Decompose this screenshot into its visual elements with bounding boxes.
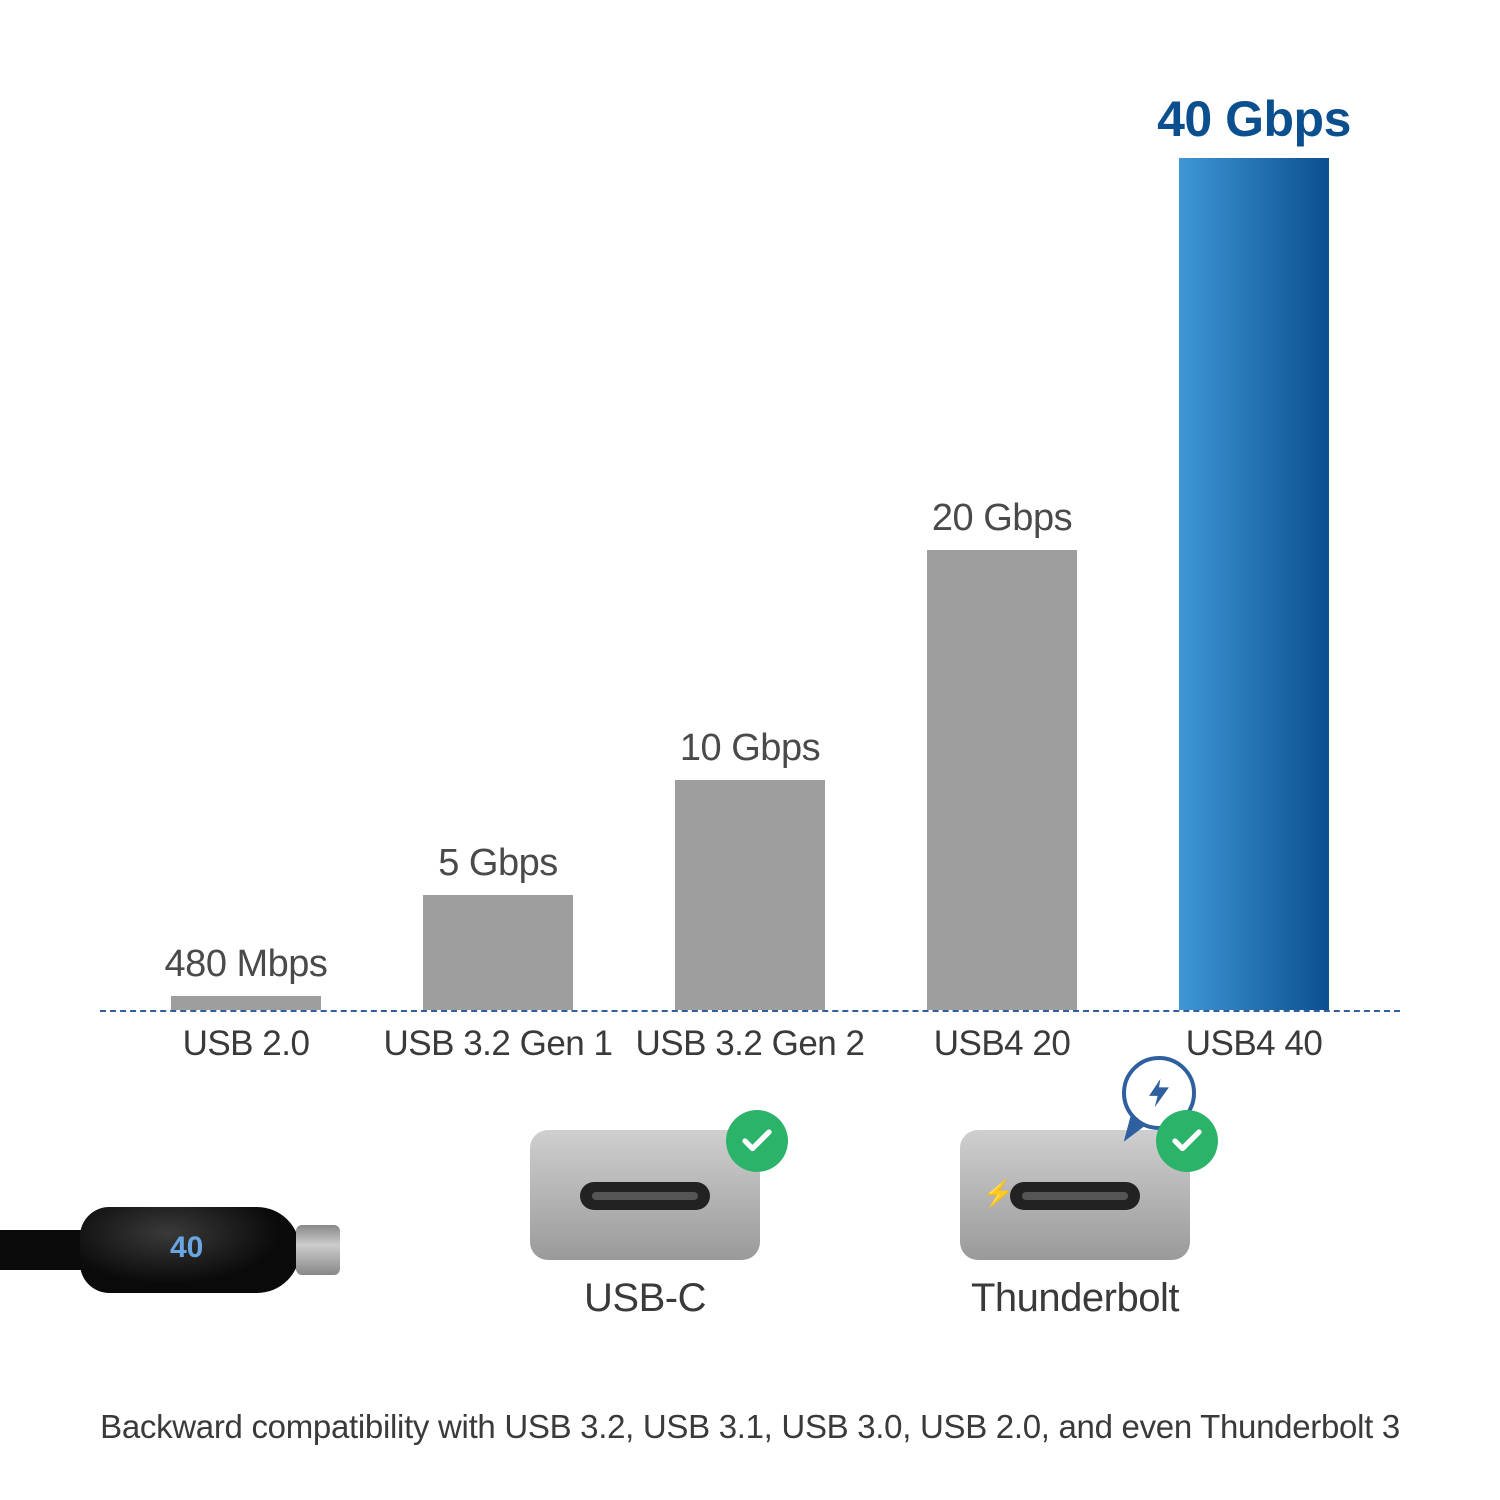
bar-value-label: 480 Mbps [165, 943, 328, 986]
speed-bar-chart: 480 MbpsUSB 2.05 GbpsUSB 3.2 Gen 110 Gbp… [120, 90, 1380, 1010]
infographic-canvas: 480 MbpsUSB 2.05 GbpsUSB 3.2 Gen 110 Gbp… [0, 0, 1500, 1500]
bar-value-label: 40 Gbps [1157, 90, 1351, 148]
usb4-40-badge: 40 [170, 1231, 203, 1265]
thunderbolt-port-slot [1010, 1182, 1140, 1210]
chart-column: 40 GbpsUSB4 40 [1128, 90, 1380, 1010]
icon-row: 40 USB-C ⚡ [0, 1130, 1500, 1360]
thunderbolt-port-icon: ⚡ [960, 1130, 1190, 1260]
usb-cable-icon: 40 [0, 1185, 360, 1315]
chart-column: 5 GbpsUSB 3.2 Gen 1 [372, 90, 624, 1010]
bar-value-label: 20 Gbps [932, 497, 1072, 540]
bar-category-label: USB4 40 [1186, 1024, 1323, 1064]
bar [675, 780, 825, 1010]
footer-text: Backward compatibility with USB 3.2, USB… [0, 1408, 1500, 1446]
bar-category-label: USB 2.0 [183, 1024, 310, 1064]
usb-c-label: USB-C [530, 1276, 760, 1321]
chart-column: 480 MbpsUSB 2.0 [120, 90, 372, 1010]
checkmark-icon [726, 1110, 788, 1172]
chart-column: 10 GbpsUSB 3.2 Gen 2 [624, 90, 876, 1010]
chart-axis-line [100, 1010, 1400, 1012]
thunderbolt-port-block: ⚡ Thunderbolt [960, 1130, 1190, 1321]
bar-category-label: USB4 20 [934, 1024, 1071, 1064]
usb-c-port-block: USB-C [530, 1130, 760, 1321]
usb-cable-tip [296, 1225, 340, 1275]
thunderbolt-label: Thunderbolt [960, 1276, 1190, 1321]
usb-cable-wire [0, 1230, 90, 1270]
chart-column: 20 GbpsUSB4 20 [876, 90, 1128, 1010]
bar [171, 996, 321, 1010]
bar-category-label: USB 3.2 Gen 2 [636, 1024, 865, 1064]
bar-value-label: 10 Gbps [680, 727, 820, 770]
bar-value-label: 5 Gbps [438, 842, 558, 885]
bar [1179, 158, 1329, 1010]
usb-c-port-icon [530, 1130, 760, 1260]
bar [927, 550, 1077, 1010]
thunderbolt-bolt-glyph: ⚡ [982, 1178, 1014, 1209]
bar-category-label: USB 3.2 Gen 1 [384, 1024, 613, 1064]
chart-grid-row: 480 MbpsUSB 2.05 GbpsUSB 3.2 Gen 110 Gbp… [120, 90, 1380, 1010]
usb-c-port-slot [580, 1182, 710, 1210]
checkmark-icon [1156, 1110, 1218, 1172]
bar [423, 895, 573, 1010]
